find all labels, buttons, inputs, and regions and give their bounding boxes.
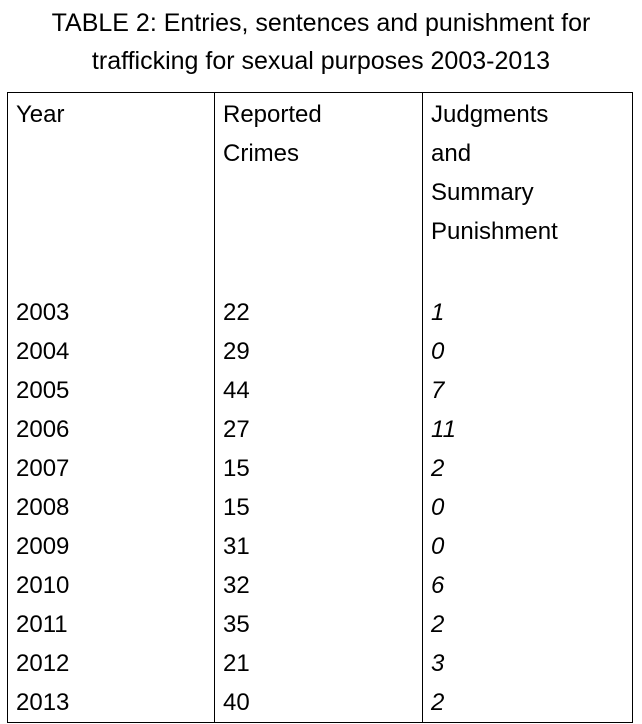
table-cell: 15 bbox=[214, 488, 423, 527]
table-cell: 2012 bbox=[7, 644, 215, 683]
table-cell: 2009 bbox=[7, 527, 215, 566]
table-row: 2007 15 2 bbox=[7, 449, 633, 488]
table-cell: 44 bbox=[214, 371, 423, 410]
table-cell: 3 bbox=[422, 644, 633, 683]
table-title: TABLE 2: Entries, sentences and punishme… bbox=[0, 4, 642, 80]
header-text: Year bbox=[16, 101, 65, 128]
table-cell: 2 bbox=[422, 449, 633, 488]
table-cell: 22 bbox=[214, 293, 423, 332]
table-cell: 2007 bbox=[7, 449, 215, 488]
table-cell: 11 bbox=[422, 410, 633, 449]
table-cell: 2 bbox=[422, 605, 633, 644]
table-cell: 2006 bbox=[7, 410, 215, 449]
table-cell: 2 bbox=[422, 683, 633, 723]
table-cell: 2008 bbox=[7, 488, 215, 527]
table-cell: 0 bbox=[422, 332, 633, 371]
header-cell: Year bbox=[7, 92, 215, 293]
header-text: Reported bbox=[223, 101, 322, 128]
table-row: 2006 27 11 bbox=[7, 410, 633, 449]
table-cell: 2003 bbox=[7, 293, 215, 332]
table-cell: 1 bbox=[422, 293, 633, 332]
table-row: 2004 29 0 bbox=[7, 332, 633, 371]
header-text: Summary bbox=[431, 179, 534, 206]
table-cell: 0 bbox=[422, 488, 633, 527]
table-cell: 40 bbox=[214, 683, 423, 723]
table-cell: 31 bbox=[214, 527, 423, 566]
table-cell: 27 bbox=[214, 410, 423, 449]
table-cell: 0 bbox=[422, 527, 633, 566]
title-line: trafficking for sexual purposes 2003-201… bbox=[91, 47, 551, 75]
header-text: Crimes bbox=[223, 140, 299, 167]
header-text: and bbox=[431, 140, 472, 167]
table-cell: 35 bbox=[214, 605, 423, 644]
table-cell: 2010 bbox=[7, 566, 215, 605]
table-cell: 21 bbox=[214, 644, 423, 683]
header-cell: Judgments and Summary Punishment bbox=[422, 92, 633, 293]
header-row: Year Reported Crimes Judgments and Summary Pun… bbox=[7, 92, 633, 293]
title-line: TABLE 2: Entries, sentences and punishme… bbox=[51, 9, 591, 37]
data-table: Year Reported Crimes Judgments and Summary Pun… bbox=[7, 92, 633, 723]
table-row: 2011 35 2 bbox=[7, 605, 633, 644]
table-cell: 6 bbox=[422, 566, 633, 605]
table-cell: 2005 bbox=[7, 371, 215, 410]
table-row: 2009 31 0 bbox=[7, 527, 633, 566]
table-body: Year Reported Crimes Judgments and Summary Pun… bbox=[7, 92, 633, 723]
table-cell: 15 bbox=[214, 449, 423, 488]
header-text: Punishment bbox=[431, 218, 558, 245]
table-cell: 2011 bbox=[7, 605, 215, 644]
table-cell: 32 bbox=[214, 566, 423, 605]
table-cell: 2004 bbox=[7, 332, 215, 371]
table-row: 2005 44 7 bbox=[7, 371, 633, 410]
table-row: 2010 32 6 bbox=[7, 566, 633, 605]
table-row: 2003 22 1 bbox=[7, 293, 633, 332]
table-cell: 29 bbox=[214, 332, 423, 371]
table-cell: 7 bbox=[422, 371, 633, 410]
table-row: 2012 21 3 bbox=[7, 644, 633, 683]
table-row: 2008 15 0 bbox=[7, 488, 633, 527]
table-row: 2013 40 2 bbox=[7, 683, 633, 723]
header-cell: Reported Crimes bbox=[214, 92, 423, 293]
table-cell: 2013 bbox=[7, 683, 215, 723]
header-text: Judgments bbox=[431, 101, 549, 128]
